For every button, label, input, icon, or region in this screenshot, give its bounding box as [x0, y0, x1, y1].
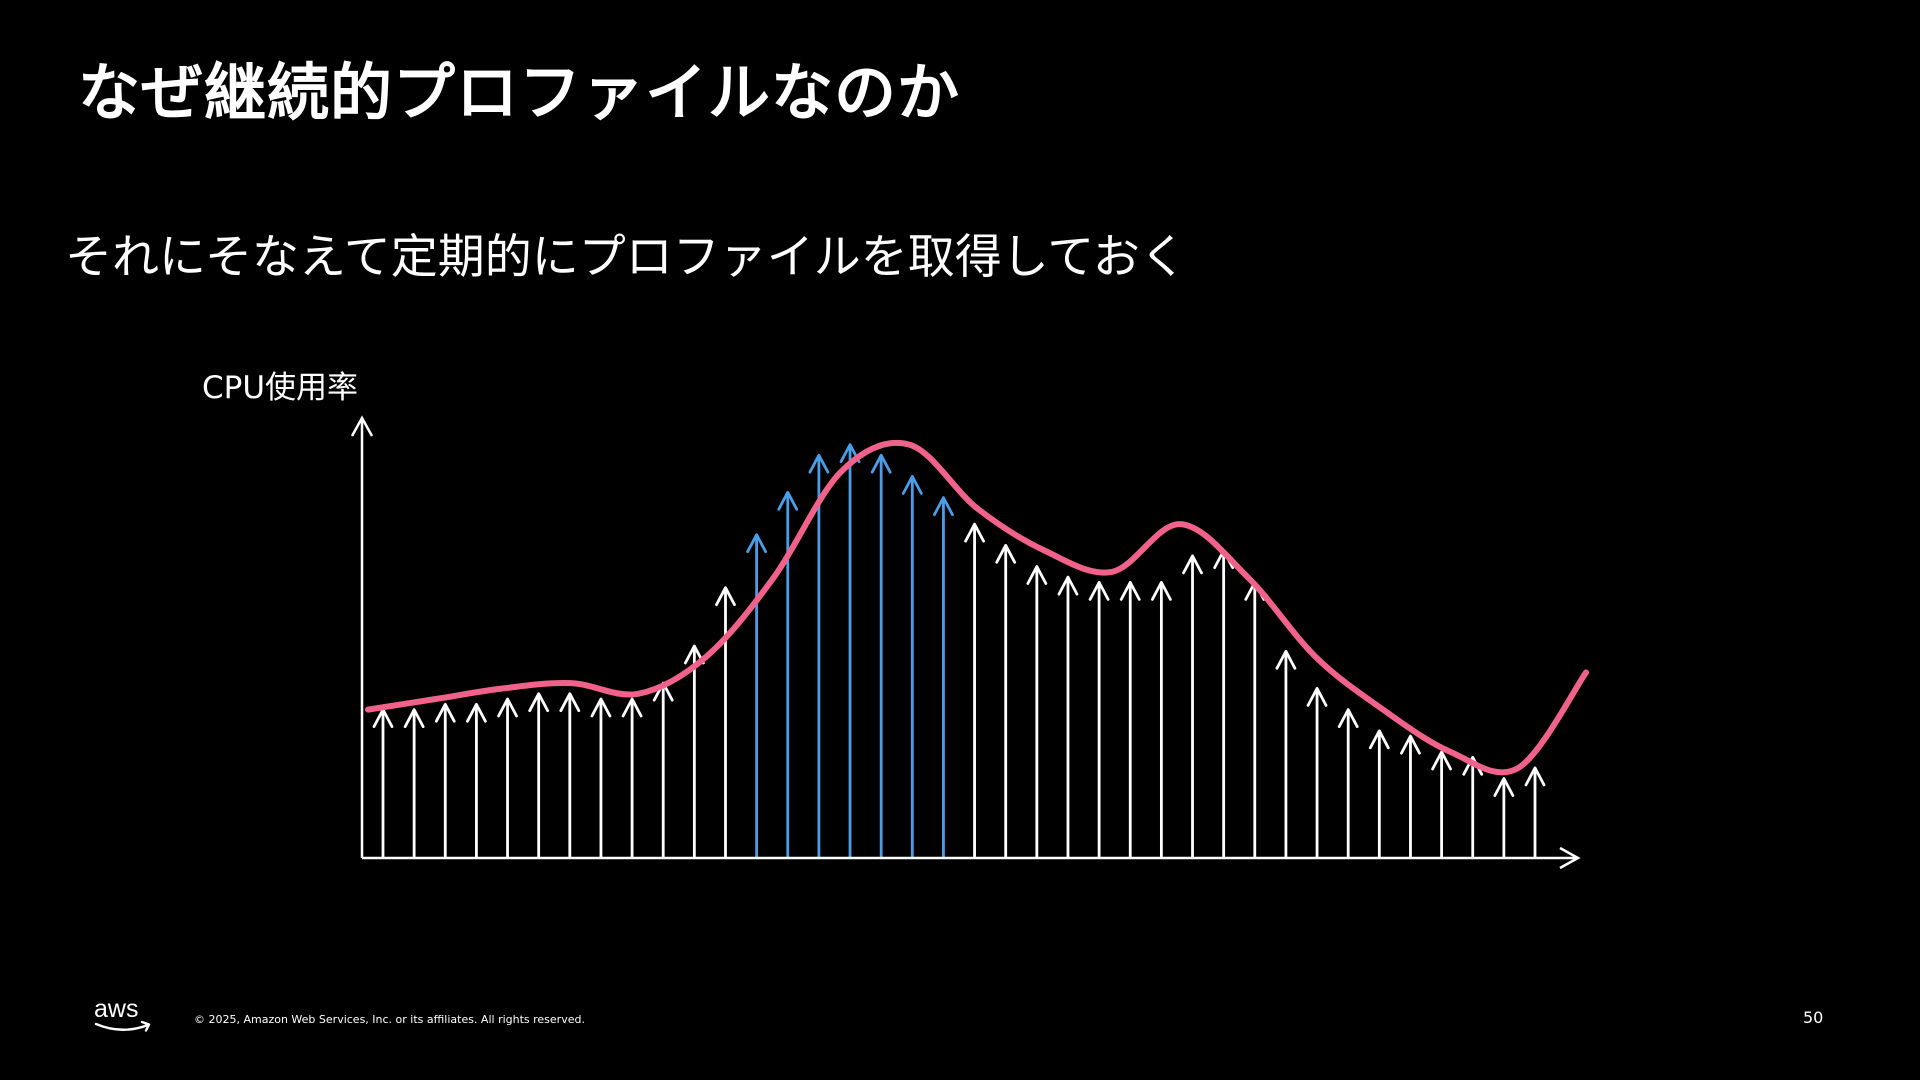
sample-arrowhead	[1524, 766, 1546, 787]
sample-arrow-highlight	[933, 496, 954, 858]
sample-arrowhead	[403, 708, 425, 728]
sample-arrow	[1400, 734, 1421, 858]
sample-arrows	[372, 443, 1546, 858]
sample-arrow	[372, 708, 394, 858]
sample-arrowhead	[590, 697, 612, 718]
sample-arrowhead	[1337, 708, 1359, 728]
sample-arrow	[715, 586, 736, 858]
sample-arrow	[1431, 750, 1452, 858]
copyright-text: © 2025, Amazon Web Services, Inc. or its…	[194, 1013, 585, 1026]
y-axis-label: CPU使用率	[202, 370, 359, 406]
sample-arrowhead	[1088, 581, 1110, 601]
sample-arrowhead	[901, 474, 923, 495]
sample-arrow	[466, 702, 487, 858]
sample-arrow	[1088, 581, 1110, 858]
sample-arrow	[652, 681, 674, 858]
x-axis-arrowhead	[1559, 846, 1581, 870]
sample-arrow	[1306, 687, 1328, 858]
sample-arrowhead	[1275, 649, 1297, 670]
sample-arrowhead	[1306, 687, 1328, 707]
axes	[350, 415, 1581, 870]
sample-arrowhead	[1182, 554, 1203, 575]
sample-arrow	[1524, 766, 1546, 858]
sample-arrow	[1493, 777, 1515, 858]
sample-arrowhead	[1400, 734, 1421, 755]
sample-arrowhead	[1057, 575, 1079, 596]
sample-arrowhead	[528, 692, 550, 713]
page-number: 50	[1803, 1008, 1824, 1027]
sample-arrow	[497, 697, 518, 858]
sample-arrowhead	[870, 453, 892, 474]
sample-arrow	[528, 692, 550, 858]
sample-arrowhead	[933, 496, 954, 516]
sample-arrowhead	[1493, 777, 1515, 797]
sample-arrow-highlight	[808, 453, 830, 858]
sample-arrowhead	[497, 697, 518, 718]
cpu-usage-curve	[365, 439, 1589, 776]
sample-arrowhead	[1431, 750, 1452, 771]
aws-logo-text: aws	[94, 995, 138, 1023]
sample-arrow	[995, 543, 1017, 858]
sample-arrow	[1182, 554, 1203, 858]
sample-arrow	[1119, 581, 1141, 858]
sample-arrowhead	[777, 490, 799, 511]
sample-arrow-highlight	[901, 474, 923, 858]
sample-arrow	[1244, 581, 1266, 858]
sample-arrow	[683, 644, 705, 858]
sample-arrowhead	[995, 543, 1017, 564]
sample-arrow	[590, 697, 612, 858]
sample-arrow-highlight	[839, 443, 861, 858]
sample-arrow	[559, 692, 581, 858]
aws-smile-arrow-icon	[140, 1020, 151, 1032]
sample-arrowhead	[808, 453, 830, 474]
sample-arrow	[1337, 708, 1359, 858]
slide-subtitle: それにそなえて定期的にプロファイルを取得しておく	[65, 230, 1187, 285]
sample-arrowhead	[964, 522, 985, 543]
sample-arrow-highlight	[870, 453, 892, 858]
sample-arrowhead	[621, 697, 643, 718]
sample-arrow	[1275, 649, 1297, 858]
sample-arrowhead	[559, 692, 581, 713]
sample-arrow	[403, 708, 425, 858]
aws-logo: aws	[94, 995, 151, 1032]
aws-smile-icon	[94, 1022, 150, 1031]
sample-arrow	[434, 702, 456, 858]
sample-arrowhead	[1026, 565, 1048, 585]
sample-arrowhead	[1119, 581, 1141, 601]
sample-arrow	[1368, 729, 1390, 858]
y-axis-arrowhead	[350, 415, 374, 437]
sample-arrow	[1057, 575, 1079, 858]
sample-arrowhead	[683, 644, 705, 665]
sample-arrowhead	[1368, 729, 1390, 750]
sample-arrowhead	[434, 702, 456, 723]
sample-arrow	[1462, 755, 1484, 858]
sample-arrow	[1213, 549, 1235, 858]
sample-arrow-highlight	[746, 533, 768, 858]
sample-arrowhead	[1150, 581, 1172, 601]
sample-arrow	[1026, 565, 1048, 858]
sample-arrow	[621, 697, 643, 858]
sample-arrowhead	[466, 702, 487, 723]
sample-arrow	[1150, 581, 1172, 858]
sample-arrowhead	[746, 533, 768, 554]
slide-title: なぜ継続的プロファイルなのか	[78, 56, 961, 129]
sample-arrow	[964, 522, 985, 858]
sample-arrowhead	[715, 586, 736, 607]
